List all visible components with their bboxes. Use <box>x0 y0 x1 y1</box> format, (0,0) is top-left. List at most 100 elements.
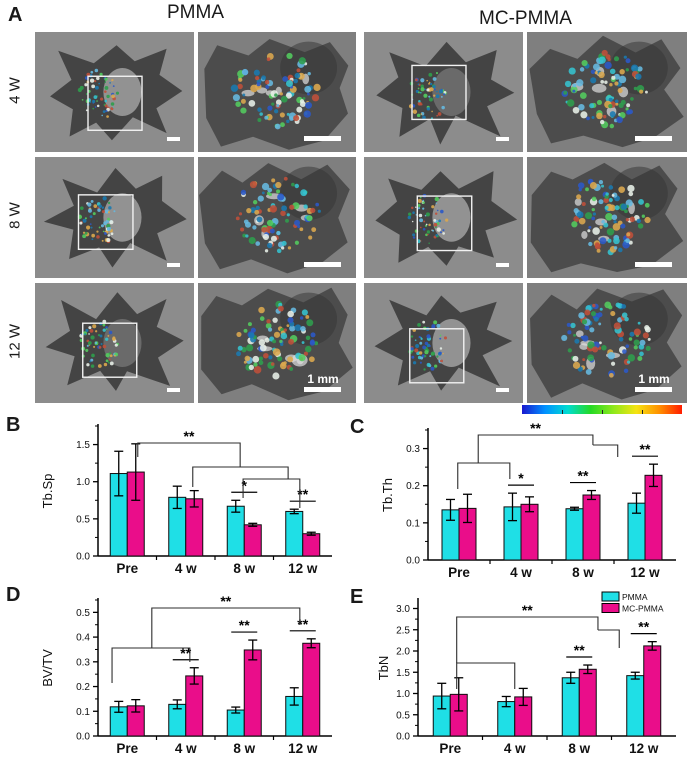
microct-mc-pmma-4w-zoom <box>527 32 687 152</box>
microct-render-mc-pmma-12w-full <box>364 283 523 403</box>
svg-text:0.0: 0.0 <box>406 556 420 567</box>
microct-render-pmma-4w-zoom <box>198 32 356 152</box>
scale-bar <box>167 137 180 141</box>
svg-text:Tb.Th: Tb.Th <box>380 478 395 512</box>
svg-text:**: ** <box>220 593 231 609</box>
group-header-mc-pmma: MC-PMMA <box>479 8 572 29</box>
legend-label-mc-pmma: MC-PMMA <box>622 604 664 614</box>
microct-pmma-12w-full <box>35 283 194 403</box>
svg-text:0.5: 0.5 <box>76 608 90 619</box>
svg-text:*: * <box>242 477 248 493</box>
svg-text:1.0: 1.0 <box>396 689 410 700</box>
svg-text:0.1: 0.1 <box>76 707 90 718</box>
microct-render-pmma-4w-full <box>35 32 194 152</box>
scale-bar <box>304 262 341 267</box>
scale-bar <box>496 263 509 267</box>
legend-label-pmma: PMMA <box>622 592 648 602</box>
svg-text:8 w: 8 w <box>572 565 594 580</box>
panel-label-c: C <box>350 416 365 438</box>
svg-text:0.5: 0.5 <box>76 514 90 525</box>
svg-text:**: ** <box>574 642 585 658</box>
svg-text:**: ** <box>239 617 250 633</box>
colorbar-tick <box>602 410 603 414</box>
roi-box <box>87 75 143 131</box>
svg-text:Tb.Sp: Tb.Sp <box>40 474 55 509</box>
microct-render-mc-pmma-12w-zoom: 1 mm <box>527 283 687 403</box>
svg-text:12 w: 12 w <box>630 565 660 580</box>
svg-text:4 w: 4 w <box>175 561 197 576</box>
chart-bv-tv: 0.0 0.1 0.2 0.3 0.4 0.5 Pre 4 w 8 w 12 w BV/TV ** **… <box>34 592 340 762</box>
svg-text:0.0: 0.0 <box>76 732 90 743</box>
scale-bar-label: 1 mm <box>638 372 669 386</box>
svg-text:0.0: 0.0 <box>396 732 410 743</box>
svg-text:**: ** <box>640 441 651 457</box>
svg-text:Pre: Pre <box>116 741 138 756</box>
svg-text:0.2: 0.2 <box>406 481 420 492</box>
roi-box <box>409 328 465 384</box>
svg-text:0.3: 0.3 <box>406 444 420 455</box>
svg-text:2.0: 2.0 <box>396 647 410 658</box>
svg-text:**: ** <box>530 420 541 436</box>
microct-pmma-4w-zoom <box>198 32 356 152</box>
svg-text:3.0: 3.0 <box>396 604 410 615</box>
microct-render-pmma-8w-full <box>35 157 194 278</box>
svg-text:0.3: 0.3 <box>76 657 90 668</box>
svg-text:1.5: 1.5 <box>396 668 410 679</box>
group-header-pmma: PMMA <box>167 2 224 23</box>
microct-mc-pmma-12w-zoom: 1 mm <box>527 283 687 403</box>
microct-mc-pmma-8w-zoom <box>527 157 687 278</box>
svg-text:**: ** <box>297 486 308 502</box>
roi-box <box>82 322 138 378</box>
roi-box <box>416 195 473 252</box>
colorbar-tick <box>562 410 563 414</box>
svg-text:0.4: 0.4 <box>76 633 90 644</box>
svg-text:8 w: 8 w <box>568 741 590 756</box>
chart-svg-d: 0.0 0.1 0.2 0.3 0.4 0.5 Pre 4 w 8 w 12 w BV/TV ** **… <box>40 593 332 756</box>
scale-bar <box>304 387 341 392</box>
svg-text:**: ** <box>638 619 649 635</box>
scale-bar <box>635 387 672 392</box>
panel-label-d: D <box>6 584 21 606</box>
microct-mc-pmma-12w-full <box>364 283 523 403</box>
svg-text:**: ** <box>578 468 589 484</box>
intensity-colorbar <box>522 405 682 414</box>
scale-bar <box>496 388 509 392</box>
colorbar-tick <box>642 410 643 414</box>
scale-bar <box>167 388 180 392</box>
svg-text:8 w: 8 w <box>233 741 255 756</box>
scale-bar <box>496 137 509 141</box>
microct-render-mc-pmma-4w-full <box>364 32 523 152</box>
svg-text:1.0: 1.0 <box>76 477 90 488</box>
row-label-12w: 12 W <box>6 324 24 360</box>
svg-text:Pre: Pre <box>116 561 138 576</box>
microct-pmma-8w-full <box>35 157 194 278</box>
microct-mc-pmma-8w-full <box>364 157 523 278</box>
svg-text:0.5: 0.5 <box>396 710 410 721</box>
row-label-8w: 8 W <box>6 202 24 229</box>
legend-swatch-pmma <box>601 591 620 602</box>
svg-text:Pre: Pre <box>439 741 461 756</box>
microct-pmma-4w-full <box>35 32 194 152</box>
roi-box <box>77 194 134 251</box>
microct-render-pmma-8w-zoom <box>198 157 356 278</box>
svg-text:8 w: 8 w <box>233 561 255 576</box>
svg-text:4 w: 4 w <box>175 741 197 756</box>
svg-text:0.1: 0.1 <box>406 518 420 529</box>
scale-bar-label: 1 mm <box>307 372 338 386</box>
legend-swatch-mc-pmma <box>601 603 620 613</box>
panel-label-e: E <box>350 586 364 608</box>
microct-render-pmma-12w-zoom: 1 mm <box>198 283 356 403</box>
svg-text:Pre: Pre <box>448 565 470 580</box>
svg-text:12 w: 12 w <box>288 561 318 576</box>
svg-text:4 w: 4 w <box>510 565 532 580</box>
roi-box <box>411 64 467 121</box>
svg-text:**: ** <box>522 602 533 618</box>
microct-render-pmma-12w-full <box>35 283 194 403</box>
chart-svg-e: 0.0 0.5 1.0 1.5 2.0 2.5 3.0 Pre 4 w 8 w 12 w TbN ** *… <box>376 591 676 756</box>
scale-bar <box>167 263 180 267</box>
row-label-4w: 4 W <box>6 77 24 104</box>
